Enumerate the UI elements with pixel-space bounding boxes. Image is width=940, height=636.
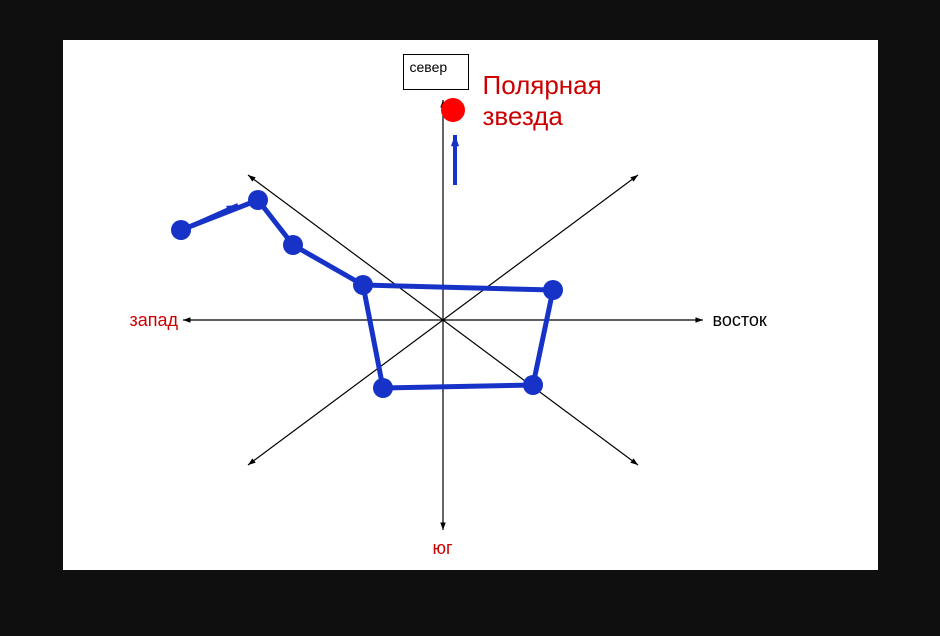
south-label: юг: [433, 538, 453, 559]
west-label: запад: [130, 310, 179, 331]
diagram-canvas: север Полярнаязвезда юг восток запад: [63, 40, 878, 570]
north-label: север: [410, 59, 448, 75]
north-label-box: север: [403, 54, 469, 90]
diagram-svg: [63, 40, 878, 570]
east-label: восток: [713, 310, 767, 331]
polar-star-label: Полярнаязвезда: [483, 70, 602, 132]
